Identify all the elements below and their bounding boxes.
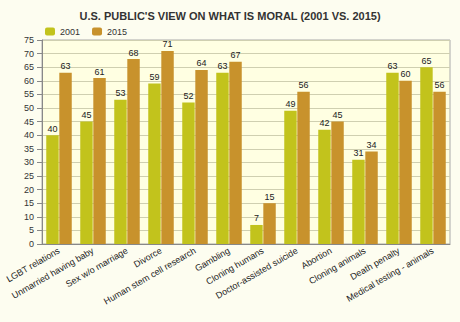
svg-text:42: 42 [319,118,329,128]
svg-text:40: 40 [47,124,57,134]
svg-text:35: 35 [24,144,34,154]
svg-text:52: 52 [183,91,193,101]
svg-text:65: 65 [24,62,34,72]
svg-text:Cloning humans: Cloning humans [204,245,266,287]
svg-text:63: 63 [387,61,397,71]
svg-text:Divorce: Divorce [132,245,164,270]
svg-text:59: 59 [149,72,159,82]
svg-text:LGBT relations: LGBT relations [4,245,62,285]
svg-text:71: 71 [163,39,173,49]
svg-text:63: 63 [217,61,227,71]
svg-text:Gambling: Gambling [193,245,232,274]
svg-text:31: 31 [353,148,363,158]
svg-text:Human stem cell research: Human stem cell research [102,246,197,307]
svg-text:45: 45 [81,110,91,120]
svg-text:45: 45 [24,117,34,127]
svg-text:U.S. PUBLIC'S VIEW ON WHAT IS: U.S. PUBLIC'S VIEW ON WHAT IS MORAL (200… [79,10,380,22]
svg-text:30: 30 [24,157,34,167]
svg-text:2015: 2015 [107,27,127,37]
svg-text:7: 7 [254,213,259,223]
svg-text:5: 5 [29,225,34,235]
svg-text:15: 15 [24,198,34,208]
svg-text:60: 60 [24,76,34,86]
svg-text:0: 0 [29,239,34,249]
svg-text:10: 10 [24,212,34,222]
svg-text:20: 20 [24,185,34,195]
svg-text:Doctor-assisted suicide: Doctor-assisted suicide [214,246,299,301]
svg-text:2001: 2001 [60,27,80,37]
svg-text:63: 63 [61,61,71,71]
svg-text:70: 70 [24,49,34,59]
svg-text:56: 56 [435,80,445,90]
svg-text:75: 75 [24,35,34,45]
svg-text:25: 25 [24,171,34,181]
svg-text:56: 56 [299,80,309,90]
svg-text:45: 45 [333,110,343,120]
svg-text:40: 40 [24,130,34,140]
svg-text:Abortion: Abortion [299,245,334,272]
svg-text:34: 34 [367,140,377,150]
svg-text:50: 50 [24,103,34,113]
svg-text:53: 53 [115,88,125,98]
svg-text:60: 60 [401,69,411,79]
svg-text:Sex w/o marriage: Sex w/o marriage [64,246,130,290]
svg-text:15: 15 [265,192,275,202]
svg-text:Cloning animals: Cloning animals [307,245,368,286]
svg-text:49: 49 [285,99,295,109]
svg-text:55: 55 [24,89,34,99]
svg-text:67: 67 [231,50,241,60]
svg-text:64: 64 [197,58,207,68]
svg-text:68: 68 [129,48,139,58]
svg-text:Death penalty: Death penalty [348,245,402,283]
svg-text:Medical testing - animals: Medical testing - animals [345,245,436,303]
svg-text:61: 61 [95,67,105,77]
svg-text:Unmarried having baby: Unmarried having baby [10,245,96,301]
svg-text:65: 65 [421,56,431,66]
